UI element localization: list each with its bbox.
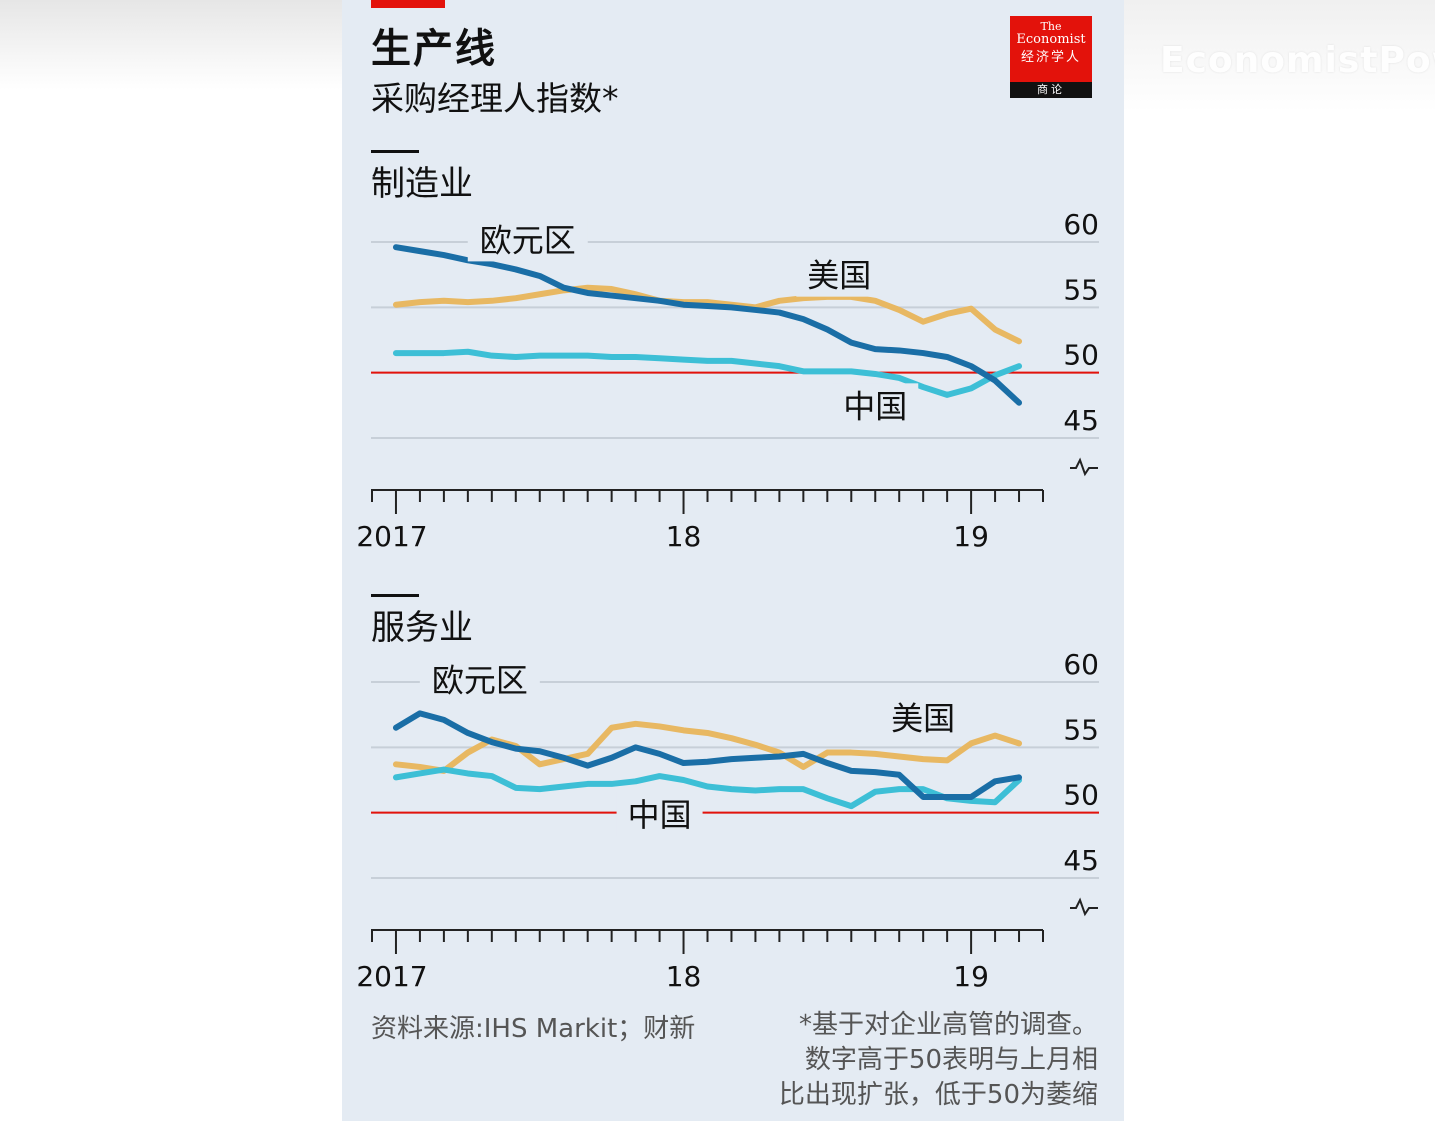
y-tick-label: 60 [1063, 208, 1099, 241]
series-line-us [392, 284, 1023, 345]
y-tick-label: 55 [1063, 713, 1099, 746]
section-rule-manufacturing [371, 150, 419, 153]
economist-logo: The Economist 经济学人 商论 [1010, 16, 1092, 98]
right-margin [1124, 0, 1435, 1121]
watermark: EconomistPower [1160, 40, 1435, 81]
axis-break-icon [1070, 457, 1098, 477]
series-label: 美国 [891, 699, 955, 737]
footnote-line-2: 数字高于50表明与上月相 [804, 1045, 1098, 1075]
chart-title: 生产线 [371, 26, 497, 72]
series-label: 中国 [628, 796, 692, 834]
series-line-china [392, 766, 1023, 810]
series-label-bg [880, 695, 967, 740]
series-label-bg [419, 657, 540, 702]
red-tab-accent [371, 0, 445, 8]
x-tick-label: 2017 [356, 520, 427, 553]
section-title-manufacturing: 制造业 [371, 164, 473, 204]
x-tick-label: 19 [953, 960, 989, 993]
y-tick-label: 50 [1063, 779, 1099, 812]
y-tick-label: 45 [1063, 404, 1099, 437]
footnote-line-1: *基于对企业高管的调查。 [798, 1010, 1098, 1040]
series-line-eurozone [392, 710, 1023, 800]
series-label-bg [467, 217, 588, 262]
series-label-bg [832, 383, 919, 428]
axis-break-icon [1070, 897, 1098, 917]
series-label: 中国 [843, 387, 907, 425]
x-tick-label: 2017 [356, 960, 427, 993]
y-tick-label: 60 [1063, 648, 1099, 681]
x-tick-label: 18 [666, 960, 702, 993]
section-title-services: 服务业 [371, 608, 473, 648]
left-margin [0, 0, 342, 1121]
y-tick-label: 50 [1063, 339, 1099, 372]
series-label-bg [796, 252, 883, 297]
chart-panel [342, 0, 1124, 1121]
footnote: *基于对企业高管的调查。 数字高于50表明与上月相 比出现扩张，低于50为萎缩 [740, 1008, 1098, 1113]
series-line-eurozone [392, 244, 1023, 406]
y-tick-label: 45 [1063, 844, 1099, 877]
series-label-bg [616, 791, 703, 836]
x-tick-label: 19 [953, 520, 989, 553]
y-tick-label: 55 [1063, 273, 1099, 306]
chart-subtitle: 采购经理人指数* [371, 79, 619, 118]
source-note: 资料来源:IHS Markit；财新 [371, 1014, 696, 1044]
series-label: 美国 [807, 257, 871, 295]
section-rule-services [371, 594, 419, 597]
footnote-line-3: 比出现扩张，低于50为萎缩 [778, 1080, 1098, 1110]
series-label: 欧元区 [480, 221, 576, 259]
x-tick-label: 18 [666, 520, 702, 553]
series-label: 欧元区 [432, 661, 528, 699]
